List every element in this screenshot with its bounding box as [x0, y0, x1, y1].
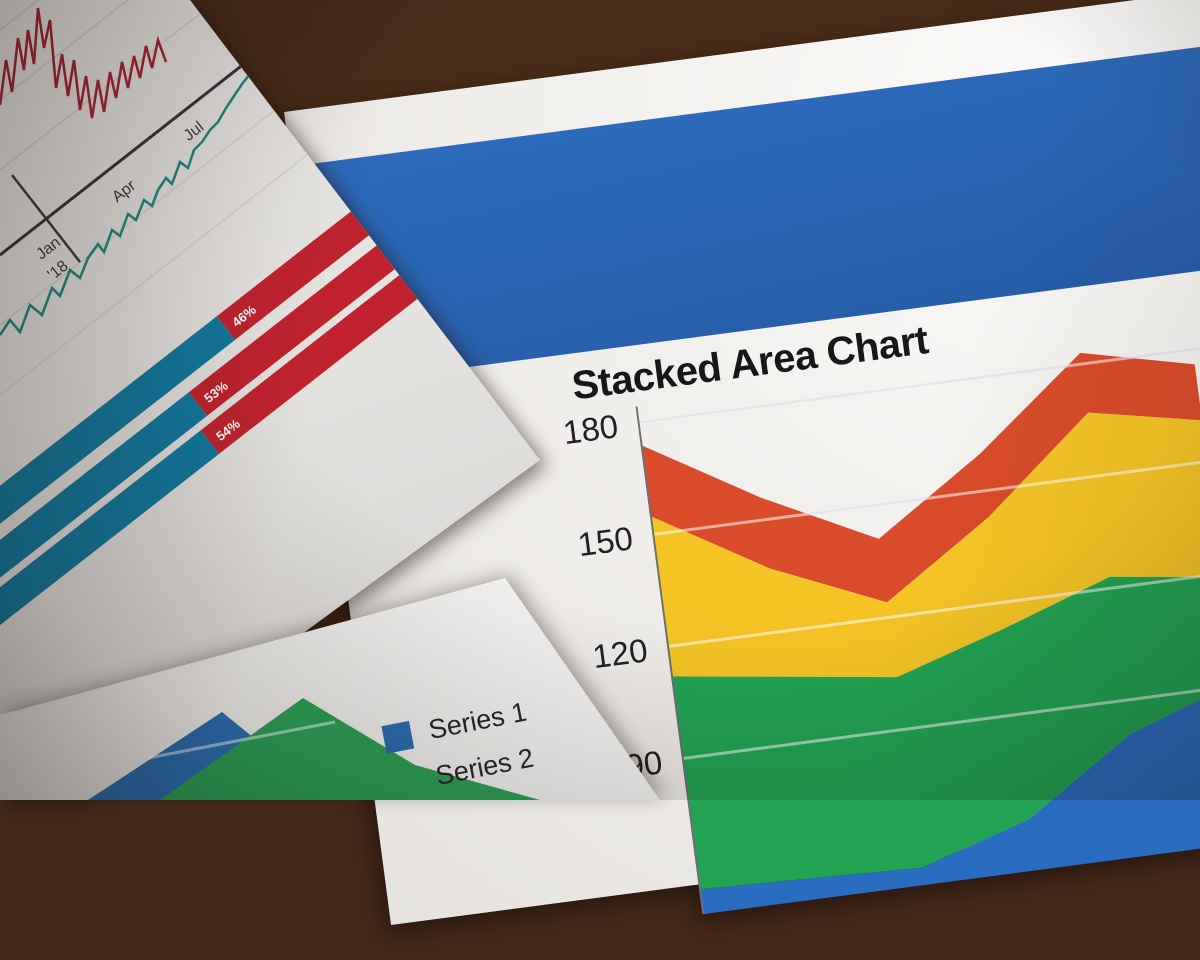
legend-paper-graphics: [88, 698, 540, 800]
line-bar-paper-wrap: Jan '18 Apr Jul 46% 53% 54%: [0, 0, 540, 800]
red-jagged-line: [0, 7, 168, 119]
legend-paper: Series 1 Series 2: [0, 578, 660, 800]
teal-line: [0, 73, 251, 336]
series-1-swatch: [381, 720, 415, 754]
legend-paper-wrap: Series 1 Series 2: [0, 578, 660, 800]
red-top-band-area: [640, 352, 1200, 603]
jan-tick-line: [11, 174, 81, 263]
series-2-swatch: [388, 766, 422, 800]
green-area-peak: [160, 698, 540, 800]
area-gridline: [147, 720, 336, 760]
